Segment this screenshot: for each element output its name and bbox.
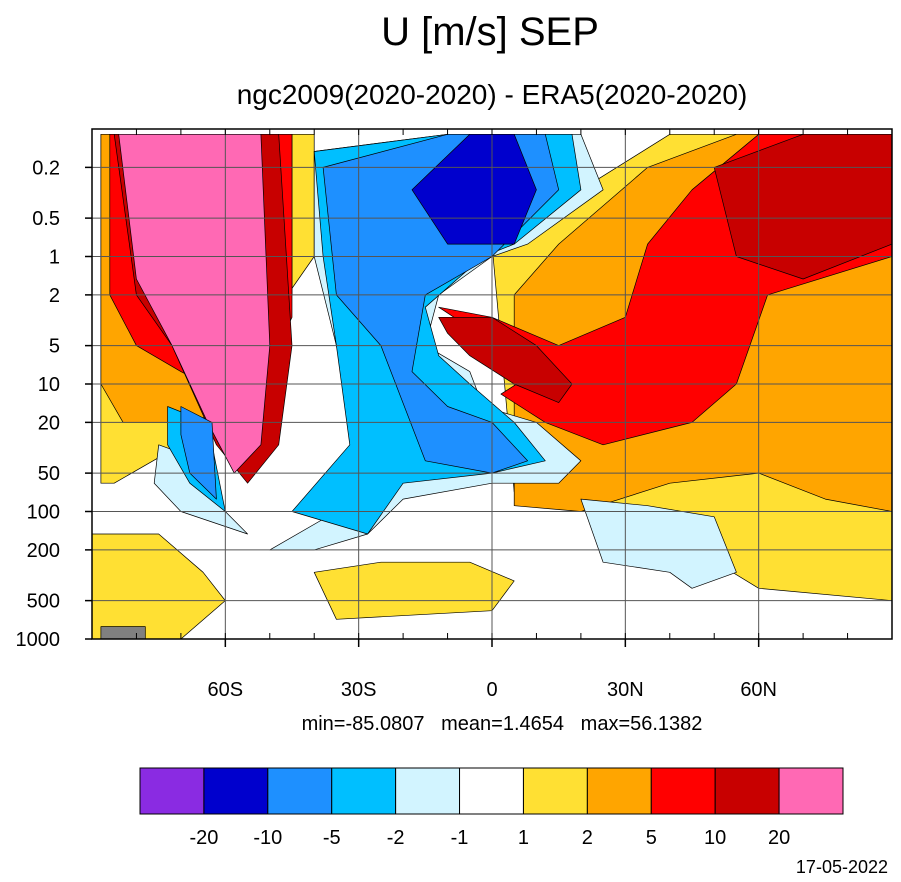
colorbar-label-7: 5 — [646, 827, 657, 849]
colorbar-swatch-6 — [522, 767, 588, 815]
y-tick-label-3: 2 — [49, 285, 60, 307]
colorbar-swatch-8 — [650, 767, 716, 815]
y-tick-label-1: 0.5 — [32, 208, 60, 230]
contour-region-20 — [100, 626, 146, 639]
colorbar-label-3: -2 — [387, 827, 405, 849]
y-axis: 0.2 0.5 1 2 5 10 20 50 100 200 500 1000 — [16, 157, 92, 651]
colorbar-label-6: 2 — [582, 827, 593, 849]
contour-region-14 — [580, 498, 737, 589]
colorbar-swatch-10 — [778, 767, 844, 815]
colorbar-swatch-1 — [203, 767, 269, 815]
y-tick-label-7: 50 — [38, 463, 60, 485]
y-tick-label-4: 5 — [49, 336, 60, 358]
colorbar-label-0: -20 — [189, 827, 218, 849]
y-tick-label-8: 100 — [27, 502, 60, 524]
contour-region-18 — [180, 406, 217, 500]
colorbar-label-8: 10 — [704, 827, 726, 849]
colorbar: -20 -10 -5 -2 -1 1 2 5 10 20 — [139, 767, 844, 849]
y-tick-label-5: 10 — [38, 374, 60, 396]
colorbar-label-2: -5 — [323, 827, 341, 849]
y-tick-label-2: 1 — [49, 247, 60, 269]
x-tick-label-0: 60S — [208, 679, 244, 701]
colorbar-swatch-0 — [139, 767, 205, 815]
y-tick-label-10: 500 — [27, 591, 60, 613]
colorbar-swatch-7 — [586, 767, 652, 815]
x-tick-label-4: 60N — [740, 679, 777, 701]
y-tick-label-9: 200 — [27, 540, 60, 562]
colorbar-label-9: 20 — [768, 827, 790, 849]
colorbar-swatch-4 — [395, 767, 461, 815]
colorbar-label-4: -1 — [451, 827, 469, 849]
x-tick-label-1: 30S — [341, 679, 377, 701]
plot-area: 60S 30S 0 30N 60N 0.2 0.5 1 2 5 10 20 50 100 200 500 10… — [16, 128, 893, 701]
y-tick-label-11: 1000 — [16, 629, 61, 651]
x-tick-label-3: 30N — [607, 679, 644, 701]
contour-region-3 — [313, 561, 515, 620]
contour-region-19 — [411, 133, 537, 245]
x-axis: 60S 30S 0 30N 60N — [135, 129, 849, 701]
colorbar-swatch-3 — [331, 767, 397, 815]
colorbar-swatch-2 — [267, 767, 333, 815]
colorbar-label-5: 1 — [518, 827, 529, 849]
colorbar-swatch-9 — [714, 767, 780, 815]
y-tick-label-0: 0.2 — [32, 157, 60, 179]
y-tick-label-6: 20 — [38, 412, 60, 434]
contour-region-9 — [438, 316, 573, 403]
x-tick-label-2: 0 — [486, 679, 497, 701]
colorbar-label-1: -10 — [253, 827, 282, 849]
date-label: 17-05-2022 — [796, 857, 888, 877]
contour-regions — [92, 133, 892, 639]
chart-subtitle: ngc2009(2020-2020) - ERA5(2020-2020) — [237, 79, 748, 110]
chart-title: U [m/s] SEP — [381, 10, 599, 54]
colorbar-swatch-5 — [459, 767, 524, 815]
stats-line: min=-85.0807 mean=1.4654 max=56.1382 — [302, 713, 703, 735]
grid-lines — [92, 129, 892, 640]
